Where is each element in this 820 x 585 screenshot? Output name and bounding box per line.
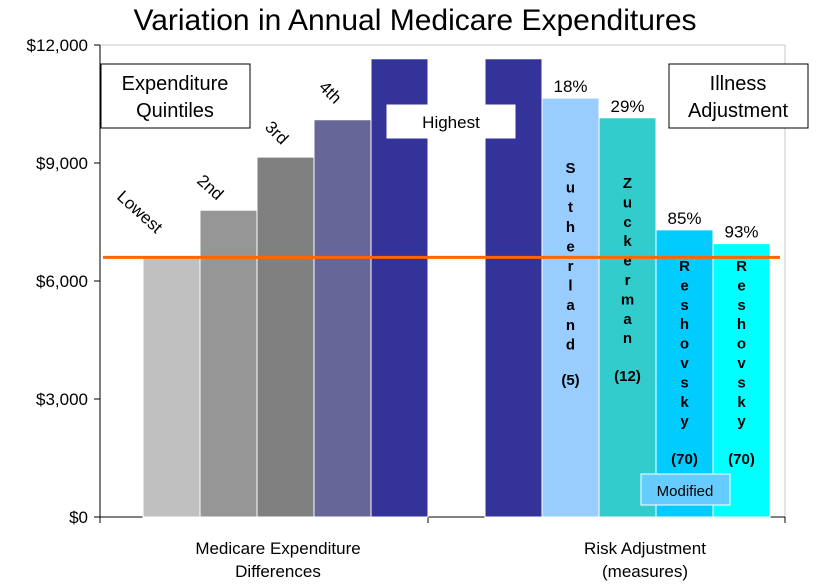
- measure-name-letter: u: [623, 194, 632, 211]
- y-tick-label: $6,000: [36, 272, 88, 291]
- measure-name-letter: c: [623, 214, 631, 231]
- bar-0-1: [199, 209, 258, 518]
- measure-name-letter: r: [568, 258, 574, 275]
- bar-labels: Medicare Expenditure Differences Risk Adju…: [113, 77, 758, 581]
- measure-name-letter: n: [566, 317, 575, 334]
- measure-name-letter: h: [680, 316, 689, 333]
- measure-name-letter: e: [737, 277, 745, 294]
- modified-box: [640, 473, 731, 506]
- y-tick-label: $12,000: [27, 36, 88, 55]
- measure-name-letter: R: [679, 258, 690, 275]
- measure-name-letter: k: [623, 233, 632, 250]
- measure-name-letter: k: [737, 394, 746, 411]
- y-tick-label: $9,000: [36, 154, 88, 173]
- annotations: Highest Modified Expenditure Quintiles Illne…: [100, 63, 809, 506]
- bar-1-3: [655, 229, 714, 518]
- measure-name-letter: v: [737, 355, 746, 372]
- highest-label: Highest: [422, 113, 480, 132]
- measure-name-letter: a: [566, 297, 575, 314]
- measure-name-letter: r: [625, 272, 631, 289]
- bar-0-3: [313, 119, 372, 518]
- measure-name-letter: m: [621, 291, 634, 308]
- bar-1-4: [712, 243, 771, 518]
- group-label-line2: Differences: [235, 562, 321, 581]
- measure-name-letter: S: [565, 160, 575, 177]
- measure-name-letter: v: [680, 355, 689, 372]
- y-tick-label: $0: [69, 508, 88, 527]
- measure-name-letter: h: [566, 219, 575, 236]
- pct-label: 29%: [610, 97, 644, 116]
- illness-adjustment-line1: Illness: [710, 73, 767, 95]
- group-label-line1: Medicare Expenditure: [195, 539, 360, 558]
- measure-count: (12): [614, 368, 641, 385]
- measure-name-letter: y: [680, 413, 689, 430]
- measure-name-letter: d: [566, 336, 575, 353]
- group-label-line2: (measures): [602, 562, 688, 581]
- highest-label-box: [386, 104, 516, 139]
- measure-name-letter: n: [623, 330, 632, 347]
- measure-name-letter: s: [680, 374, 688, 391]
- measure-count: (5): [561, 372, 579, 389]
- pct-label: 93%: [724, 223, 758, 242]
- measure-name-letter: s: [737, 374, 745, 391]
- illness-adjustment-line2: Adjustment: [688, 100, 788, 122]
- quintile-label: Lowest: [113, 187, 166, 237]
- measure-count: (70): [728, 451, 755, 468]
- pct-label: 18%: [553, 77, 587, 96]
- measure-name-letter: a: [623, 311, 632, 328]
- bar-1-2: [598, 117, 657, 518]
- measure-name-letter: y: [737, 413, 746, 430]
- group-label-line1: Risk Adjustment: [584, 539, 706, 558]
- measure-name-letter: l: [568, 278, 572, 295]
- measure-name-letter: R: [736, 258, 747, 275]
- y-tick-label: $3,000: [36, 390, 88, 409]
- modified-label: Modified: [657, 483, 714, 500]
- illness-adjustment-box: [668, 63, 809, 129]
- measure-name-letter: k: [680, 394, 689, 411]
- chart-title: Variation in Annual Medicare Expenditure…: [133, 4, 696, 37]
- measure-name-letter: s: [737, 297, 745, 314]
- expenditure-quintiles-line1: Expenditure: [122, 73, 229, 95]
- measure-name-letter: h: [737, 316, 746, 333]
- measure-name-letter: Z: [623, 175, 632, 192]
- measure-name-letter: s: [680, 297, 688, 314]
- measure-name-letter: e: [623, 253, 631, 270]
- measure-count: (70): [671, 451, 698, 468]
- measure-name-letter: u: [566, 180, 575, 197]
- measure-name-letter: o: [680, 336, 689, 353]
- quintile-label: 4th: [315, 77, 345, 107]
- bar-1-1: [541, 97, 600, 518]
- quintile-label: 2nd: [193, 171, 227, 204]
- measure-name-letter: o: [737, 336, 746, 353]
- expenditure-quintiles-box: [100, 63, 251, 129]
- bar-0-0: [142, 256, 201, 518]
- expenditure-quintiles-line2: Quintiles: [136, 100, 214, 122]
- measure-name-letter: e: [680, 277, 688, 294]
- measure-name-letter: t: [568, 199, 573, 216]
- pct-label: 85%: [667, 209, 701, 228]
- measure-name-letter: e: [566, 238, 574, 255]
- bar-0-2: [256, 156, 315, 518]
- quintile-label: 3rd: [261, 117, 292, 148]
